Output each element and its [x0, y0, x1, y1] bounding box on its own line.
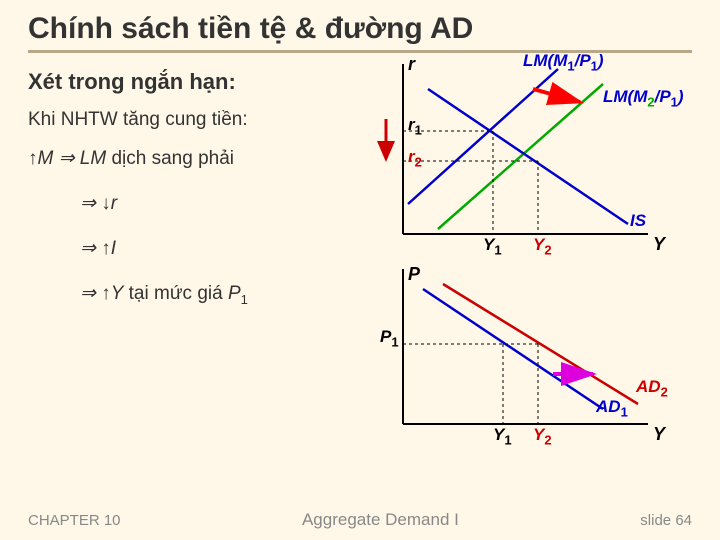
- y1-label-2: Y1: [493, 425, 512, 447]
- y2-label-2: Y2: [533, 425, 552, 447]
- footer-title: Aggregate Demand I: [302, 510, 459, 530]
- is-label: IS: [630, 211, 646, 231]
- ad-chart: P Y AD1 AD2 P1 Y1 Y2: [368, 269, 688, 469]
- y-axis-label-1: Y: [653, 234, 665, 255]
- r1-label: r1: [408, 115, 422, 137]
- content-area: Xét trong ngắn hạn: Khi NHTW tăng cung t…: [28, 69, 692, 329]
- bullet4-prefix: ⇒ ↑Y: [80, 283, 123, 304]
- islm-chart: r Y LM(M1/P1) LM(M2/P1) IS r1 r2 Y1: [368, 59, 688, 259]
- bullet4-var: P: [228, 283, 241, 304]
- r2-label: r2: [408, 147, 422, 169]
- p-axis-label: P: [408, 264, 420, 285]
- left-column: Xét trong ngắn hạn: Khi NHTW tăng cung t…: [28, 69, 328, 329]
- bullet1-prefix: ↑M ⇒ LM: [28, 148, 106, 169]
- bullet-1: ↑M ⇒ LM dịch sang phải: [28, 147, 328, 170]
- section-heading: Xét trong ngắn hạn:: [28, 69, 328, 95]
- y-axis-label-2: Y: [653, 424, 665, 445]
- ad1-label: AD1: [596, 397, 628, 419]
- bullet-2: ⇒ ↓r: [28, 192, 328, 215]
- bullet4-sub: 1: [241, 292, 248, 307]
- right-column: r Y LM(M1/P1) LM(M2/P1) IS r1 r2 Y1: [338, 69, 692, 329]
- bullet1-suffix: dịch sang phải: [106, 148, 234, 169]
- bullet-3: ⇒ ↑I: [28, 237, 328, 260]
- y2-label-1: Y2: [533, 235, 552, 257]
- slide-number: slide 64: [640, 512, 692, 529]
- bullet4-suffix: tại mức giá: [123, 283, 228, 304]
- ad2-label: AD2: [636, 377, 668, 399]
- body-text-1: Khi NHTW tăng cung tiền:: [28, 109, 328, 131]
- lm1-label: LM(M1/P1): [523, 51, 604, 73]
- bullet-4: ⇒ ↑Y tại mức giá P1: [28, 282, 328, 307]
- p1-label: P1: [380, 327, 399, 349]
- y1-label-1: Y1: [483, 235, 502, 257]
- ad-svg: [368, 269, 688, 449]
- r-axis-label: r: [408, 54, 415, 75]
- lm2-label: LM(M2/P1): [603, 87, 684, 109]
- footer: CHAPTER 10 Aggregate Demand I slide 64: [28, 510, 692, 530]
- chapter-label: CHAPTER 10: [28, 512, 121, 529]
- slide-title: Chính sách tiền tệ & đường AD: [28, 12, 692, 46]
